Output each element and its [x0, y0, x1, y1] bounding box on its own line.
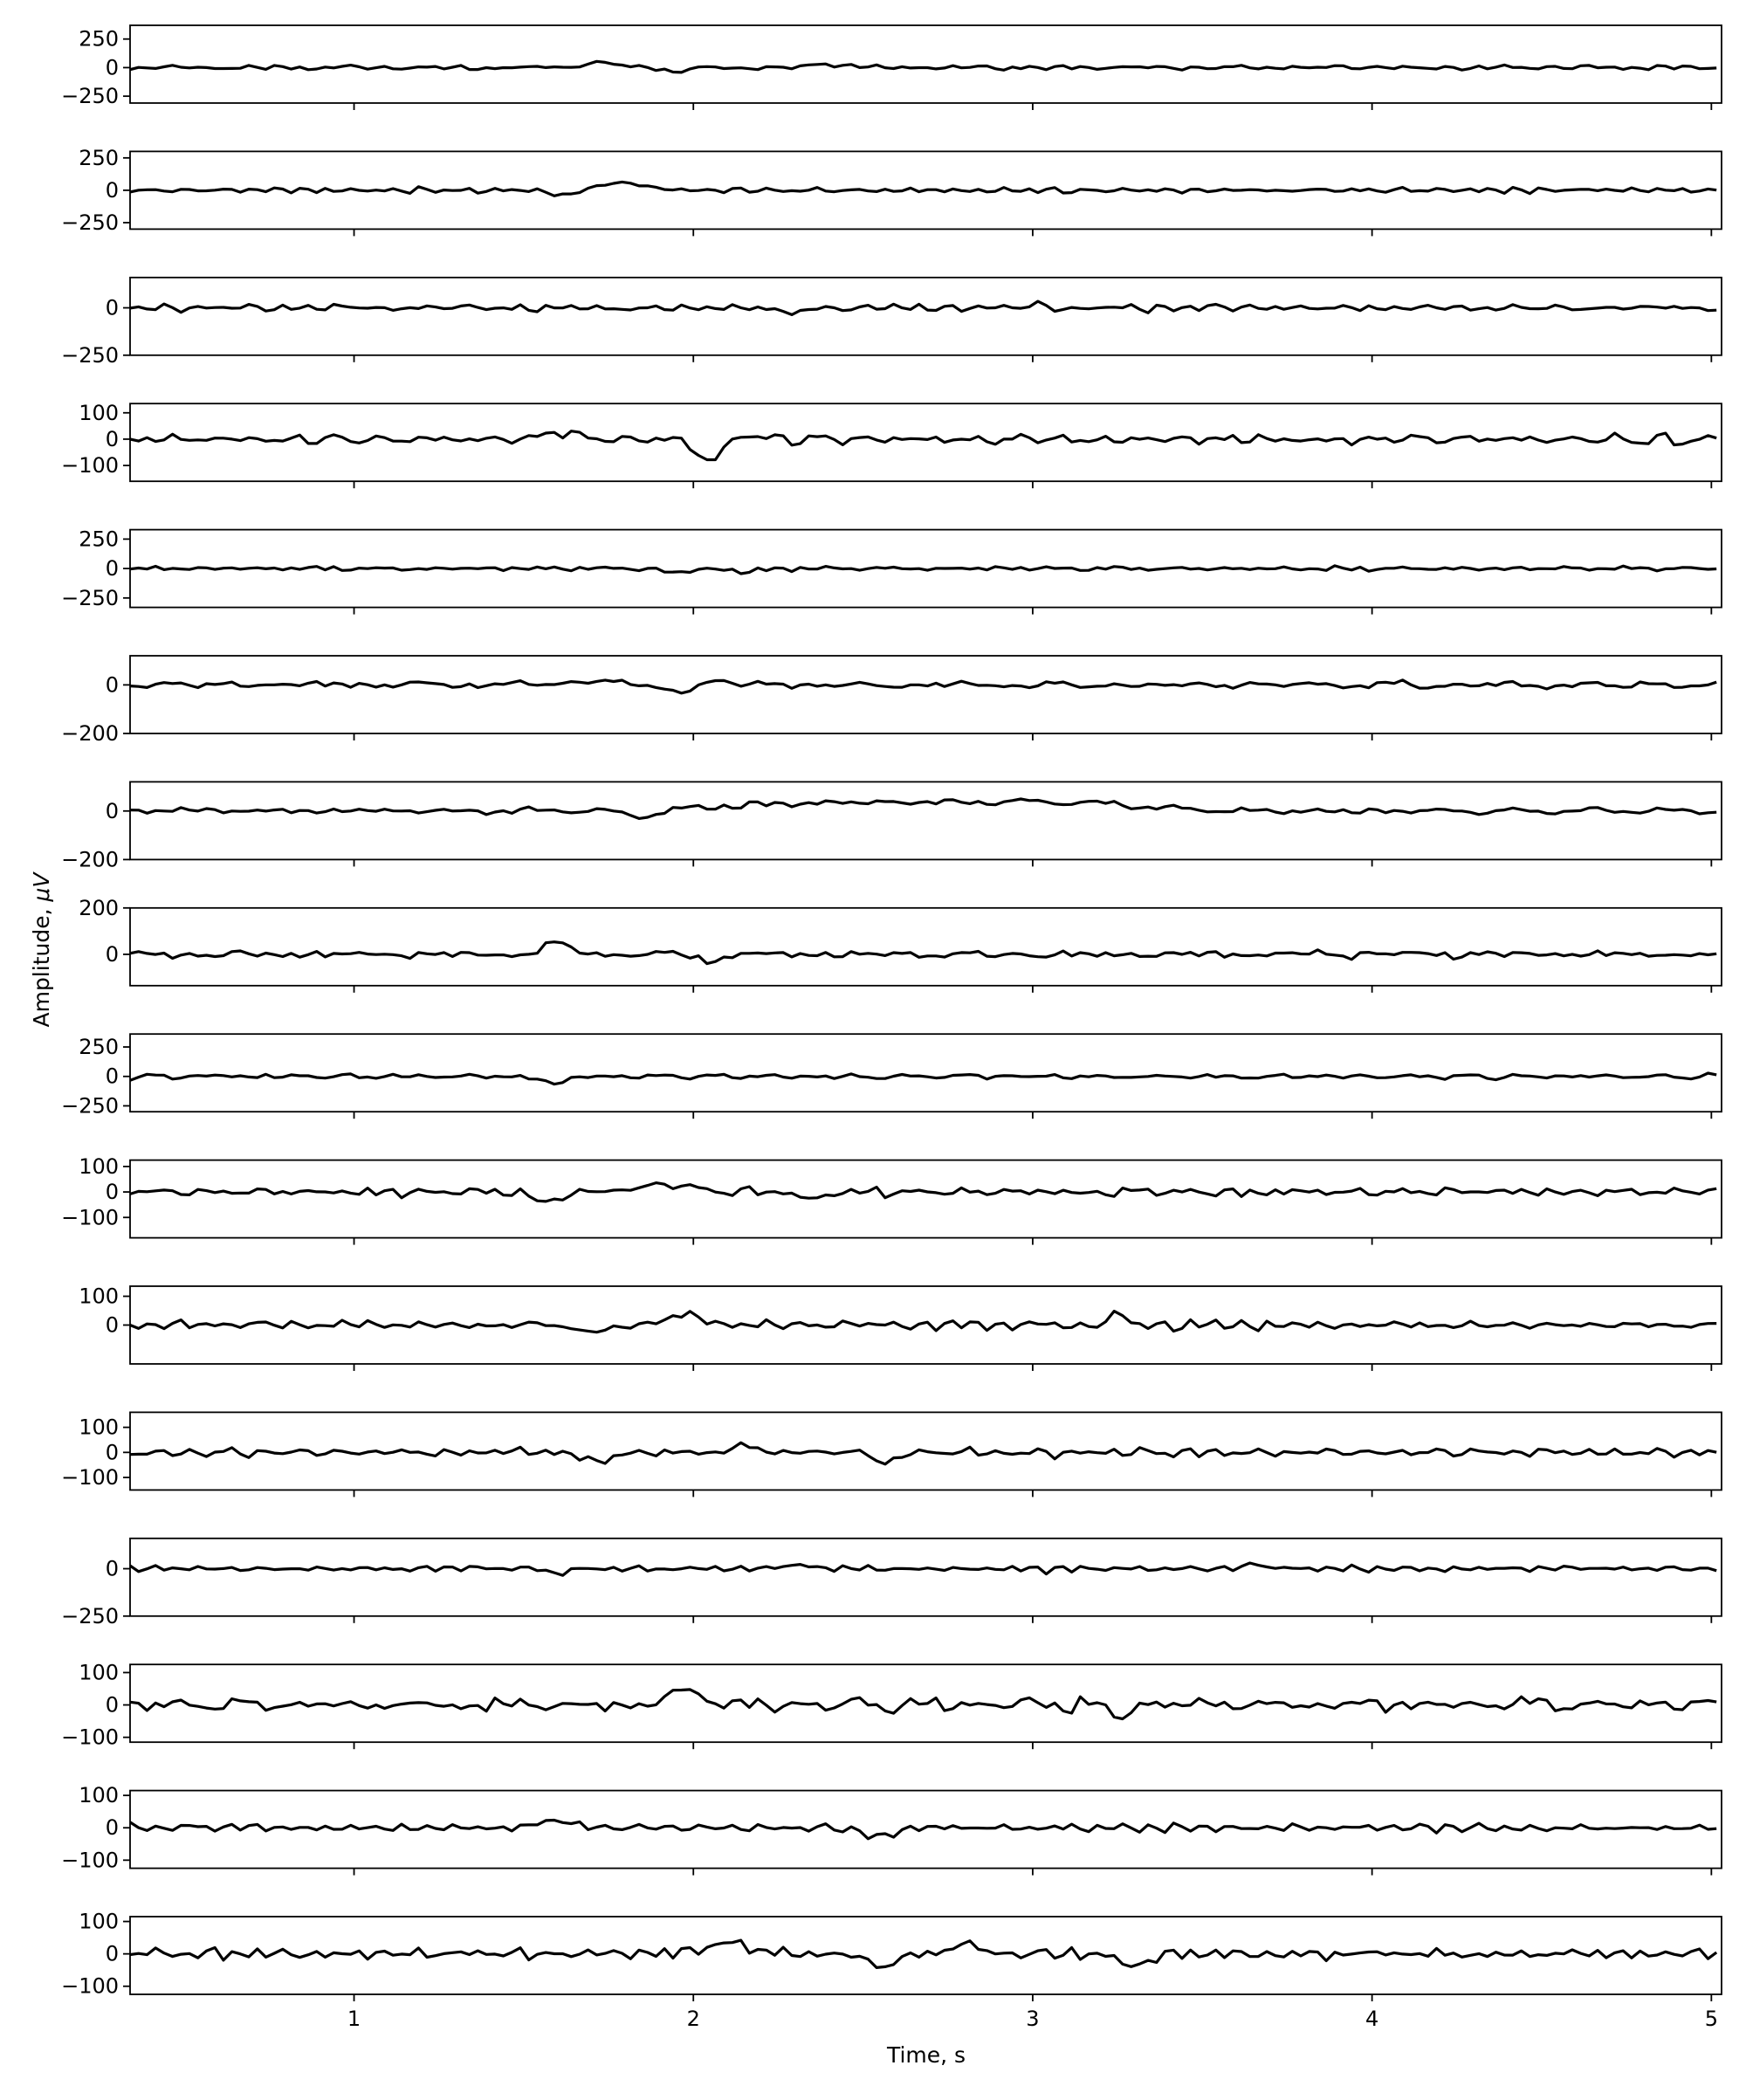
- y-tick-label: 0: [106, 427, 119, 451]
- y-tick-label: 0: [106, 296, 119, 320]
- channel-trace-15: [130, 1818, 1717, 1841]
- y-tick-label: 0: [106, 1557, 119, 1581]
- y-tick-label: −250: [61, 84, 119, 108]
- y-tick-label: 250: [79, 27, 119, 52]
- y-tick-label: 0: [106, 942, 119, 967]
- channel-frame-12: [129, 1411, 1722, 1491]
- y-tick-label: 100: [79, 1284, 119, 1309]
- y-tick-label: −250: [61, 210, 119, 235]
- y-tick-label: 250: [79, 527, 119, 551]
- channel-trace-6: [130, 678, 1717, 695]
- channel-frame-13: [129, 1537, 1722, 1617]
- channel-trace-13: [130, 1561, 1717, 1577]
- y-tick-label: 0: [106, 556, 119, 581]
- channel-frame-15: [129, 1789, 1722, 1869]
- y-tick-label: −100: [61, 1725, 119, 1750]
- y-tick-label: 100: [79, 401, 119, 425]
- y-tick-label: −250: [61, 586, 119, 610]
- y-tick-label: −250: [61, 1093, 119, 1118]
- channel-frame-4: [129, 403, 1722, 483]
- y-tick-label: 200: [79, 896, 119, 920]
- y-tick-label: 250: [79, 146, 119, 170]
- channel-trace-2: [130, 180, 1717, 197]
- y-tick-label: −200: [61, 721, 119, 746]
- y-tick-label: −100: [61, 1974, 119, 1999]
- channel-panel-3: −250 0: [61, 276, 1722, 368]
- y-tick-label: 0: [106, 1064, 119, 1089]
- y-tick-label: 100: [79, 1783, 119, 1807]
- channel-panel-14: −100 0 100: [61, 1660, 1722, 1750]
- channel-frame-7: [129, 781, 1722, 861]
- channel-frame-6: [129, 655, 1722, 734]
- y-tick-label: 100: [79, 1660, 119, 1684]
- channel-panel-6: −200 0: [61, 655, 1722, 746]
- y-tick-label: 0: [106, 1440, 119, 1464]
- channel-trace-7: [130, 797, 1717, 820]
- x-tick-label: 5: [1705, 2007, 1718, 2031]
- y-tick-label: −250: [61, 343, 119, 368]
- channel-trace-3: [130, 300, 1717, 316]
- channel-panel-2: −250 0 250: [61, 146, 1722, 237]
- y-tick-label: −100: [61, 1205, 119, 1229]
- y-tick-label: −100: [61, 453, 119, 478]
- y-tick-label: −250: [61, 1604, 119, 1628]
- channel-trace-9: [130, 1071, 1717, 1086]
- channel-frame-3: [129, 276, 1722, 356]
- channel-trace-8: [130, 940, 1717, 966]
- channel-trace-16: [130, 1938, 1718, 1969]
- x-tick-label: 3: [1026, 2007, 1039, 2031]
- channel-panel-16: −100 0 100 1 2 3 4 5: [61, 1910, 1722, 2031]
- channel-panel-9: −250 0 250: [61, 1033, 1722, 1119]
- y-tick-label: 0: [106, 672, 119, 697]
- y-tick-label: −100: [61, 1848, 119, 1872]
- channel-trace-10: [130, 1181, 1717, 1203]
- y-tick-label: −200: [61, 847, 119, 871]
- channel-trace-4: [130, 430, 1717, 462]
- channel-trace-11: [130, 1310, 1717, 1334]
- y-tick-label: 0: [106, 1693, 119, 1718]
- x-tick-label: 4: [1365, 2007, 1378, 2031]
- channel-panel-8: 0 200: [79, 896, 1722, 993]
- channel-frame-10: [129, 1159, 1722, 1239]
- y-tick-label: 0: [106, 55, 119, 79]
- y-tick-label: 0: [106, 1942, 119, 1966]
- y-tick-label: 250: [79, 1035, 119, 1059]
- channel-frame-8: [129, 906, 1722, 987]
- channel-frame-1: [129, 24, 1722, 104]
- channel-panel-5: −250 0 250: [61, 527, 1722, 615]
- y-tick-label: 100: [79, 1154, 119, 1179]
- y-tick-label: 0: [106, 1815, 119, 1840]
- channel-frame-14: [129, 1663, 1722, 1744]
- y-axis-label: Amplitude, μV: [29, 871, 54, 1028]
- y-tick-label: 100: [79, 1910, 119, 1934]
- channel-frame-16: [129, 1916, 1722, 1995]
- y-tick-label: −100: [61, 1465, 119, 1490]
- y-tick-label: 100: [79, 1415, 119, 1440]
- y-tick-label: 0: [106, 1180, 119, 1204]
- y-tick-label: 0: [106, 799, 119, 823]
- channel-panel-13: −250 0: [61, 1537, 1722, 1628]
- channel-trace-1: [130, 59, 1717, 74]
- x-tick-label: 2: [687, 2007, 700, 2031]
- channel-trace-12: [130, 1441, 1717, 1466]
- channel-frame-9: [129, 1033, 1722, 1113]
- channel-panel-15: −100 0 100: [61, 1783, 1722, 1876]
- x-tick-label: 1: [347, 2007, 361, 2031]
- y-tick-label: 0: [106, 1313, 119, 1338]
- channel-panel-7: −200 0: [61, 781, 1722, 871]
- channel-trace-5: [130, 564, 1717, 575]
- x-axis-label: Time, s: [886, 2042, 966, 2068]
- channel-trace-14: [130, 1688, 1717, 1721]
- channel-panel-1: −250 0 250: [61, 24, 1722, 110]
- y-tick-label: 0: [106, 178, 119, 203]
